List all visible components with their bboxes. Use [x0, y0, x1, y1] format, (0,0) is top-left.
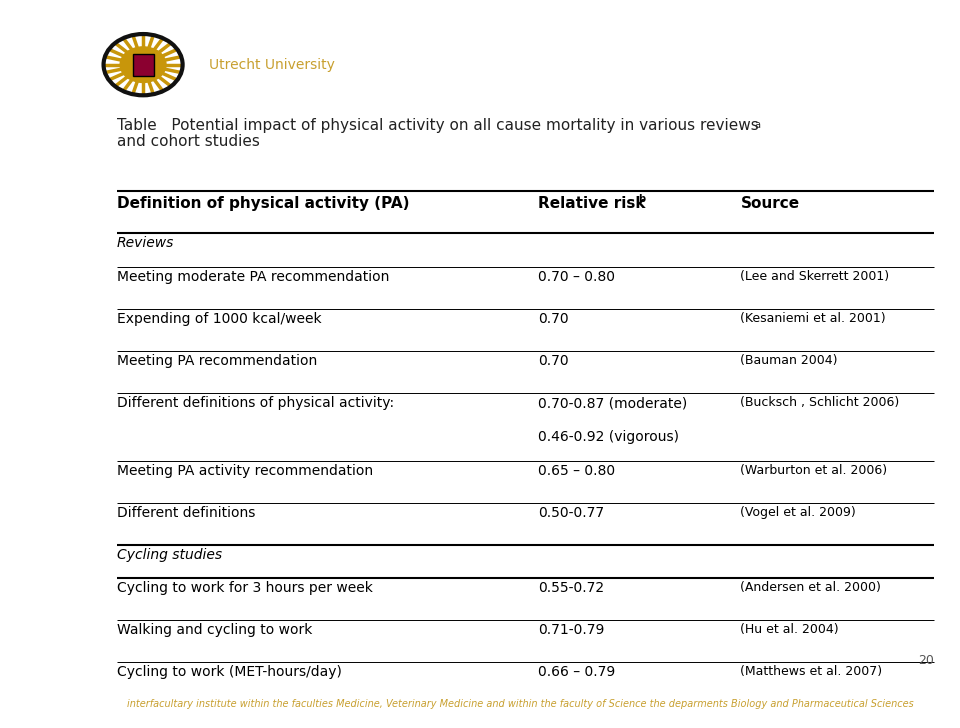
Text: Source: Source — [740, 196, 800, 211]
Text: Meeting PA recommendation: Meeting PA recommendation — [117, 354, 317, 368]
Text: Cycling to work (MET-hours/day): Cycling to work (MET-hours/day) — [117, 665, 342, 679]
Text: 0.70: 0.70 — [539, 354, 569, 368]
Text: 20: 20 — [918, 654, 934, 667]
Text: Reviews: Reviews — [117, 236, 174, 250]
Text: Meeting PA activity recommendation: Meeting PA activity recommendation — [117, 464, 372, 478]
Text: (Lee and Skerrett 2001): (Lee and Skerrett 2001) — [740, 269, 890, 282]
FancyBboxPatch shape — [132, 54, 154, 76]
Text: 0.70: 0.70 — [539, 312, 569, 325]
Text: Cycling studies: Cycling studies — [117, 548, 222, 562]
Text: (Vogel et al. 2009): (Vogel et al. 2009) — [740, 506, 856, 519]
Text: 0.71-0.79: 0.71-0.79 — [539, 623, 605, 637]
Text: Relative risk: Relative risk — [539, 196, 646, 211]
Text: 0.66 – 0.79: 0.66 – 0.79 — [539, 665, 615, 679]
Text: 0.70-0.87 (moderate): 0.70-0.87 (moderate) — [539, 396, 687, 410]
Text: Walking and cycling to work: Walking and cycling to work — [117, 623, 312, 637]
Text: (Matthews et al. 2007): (Matthews et al. 2007) — [740, 665, 882, 678]
Text: Institute for Risk Assessment Sciences: Institute for Risk Assessment Sciences — [29, 217, 44, 511]
Text: (Andersen et al. 2000): (Andersen et al. 2000) — [740, 581, 881, 593]
Text: and cohort studies: and cohort studies — [117, 134, 259, 149]
Text: (Warburton et al. 2006): (Warburton et al. 2006) — [740, 464, 888, 477]
Circle shape — [120, 47, 166, 82]
Text: Expending of 1000 kcal/week: Expending of 1000 kcal/week — [117, 312, 322, 325]
Text: 0.55-0.72: 0.55-0.72 — [539, 581, 605, 595]
Text: Meeting moderate PA recommendation: Meeting moderate PA recommendation — [117, 269, 389, 283]
Text: 0.70 – 0.80: 0.70 – 0.80 — [539, 269, 615, 283]
Text: Utrecht University: Utrecht University — [209, 58, 335, 71]
Text: (Bucksch , Schlicht 2006): (Bucksch , Schlicht 2006) — [740, 396, 900, 409]
Text: Table   Potential impact of physical activity on all cause mortality in various : Table Potential impact of physical activ… — [117, 118, 758, 132]
Text: (Hu et al. 2004): (Hu et al. 2004) — [740, 623, 839, 636]
Text: 0.46-0.92 (vigorous): 0.46-0.92 (vigorous) — [539, 430, 680, 444]
Text: b: b — [637, 194, 645, 204]
Text: 0.65 – 0.80: 0.65 – 0.80 — [539, 464, 615, 478]
Text: (Bauman 2004): (Bauman 2004) — [740, 354, 838, 367]
Text: Different definitions: Different definitions — [117, 506, 255, 520]
Text: 0.50-0.77: 0.50-0.77 — [539, 506, 605, 520]
Text: Cycling to work for 3 hours per week: Cycling to work for 3 hours per week — [117, 581, 372, 595]
Text: interfacultary institute within the faculties Medicine, Veterinary Medicine and : interfacultary institute within the facu… — [128, 700, 914, 709]
Text: (Kesaniemi et al. 2001): (Kesaniemi et al. 2001) — [740, 312, 886, 325]
Text: Different definitions of physical activity:: Different definitions of physical activi… — [117, 396, 394, 410]
Text: a: a — [755, 120, 760, 130]
Text: Definition of physical activity (PA): Definition of physical activity (PA) — [117, 196, 409, 211]
Polygon shape — [20, 568, 82, 728]
